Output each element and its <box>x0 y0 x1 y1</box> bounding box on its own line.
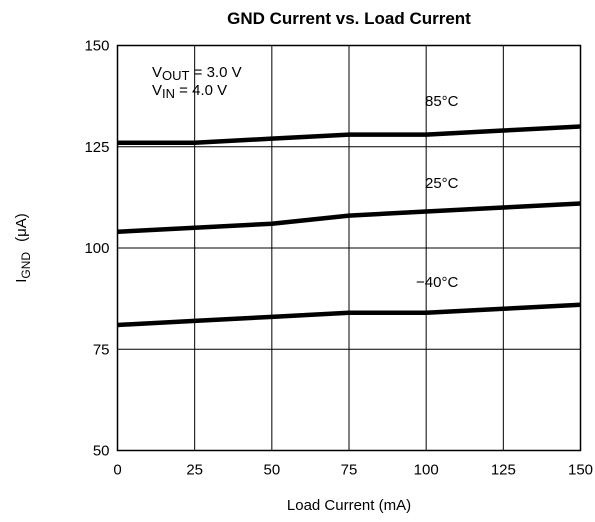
y-axis-label-unit: (μA) <box>13 213 30 242</box>
plot-frame <box>116 44 582 452</box>
series-label-85c: 85°C <box>425 93 459 110</box>
series-label-25c: 25°C <box>425 175 459 192</box>
x-tick-label: 75 <box>341 462 358 479</box>
y-tick-label: 100 <box>84 240 109 257</box>
y-tick-label: 125 <box>84 139 109 156</box>
condition-vout: VOUT = 3.0 V <box>152 64 242 83</box>
x-tick-label: 100 <box>414 462 439 479</box>
y-axis-label-subscript: GND <box>19 252 33 279</box>
y-tick-label: 150 <box>84 38 109 55</box>
x-tick-label: 0 <box>113 462 121 479</box>
series-labels: 85°C 25°C −40°C <box>416 93 459 291</box>
condition-vout-value: = 3.0 V <box>189 64 241 81</box>
y-tick-label: 75 <box>93 341 110 358</box>
x-tick-label: 125 <box>491 462 516 479</box>
condition-vin: VIN = 4.0 V <box>152 82 227 101</box>
condition-vin-symbol: V <box>152 82 162 99</box>
condition-vout-symbol: V <box>152 64 162 81</box>
x-tick-label: 150 <box>568 462 593 479</box>
condition-vin-value: = 4.0 V <box>175 82 227 99</box>
series-line <box>117 201 581 235</box>
series-line <box>117 302 581 328</box>
conditions-annotation: VOUT = 3.0 V VIN = 4.0 V <box>152 64 242 101</box>
y-tick-labels: 50 75 100 125 150 <box>84 38 109 460</box>
y-tick-label: 50 <box>93 443 110 460</box>
condition-vout-subscript: OUT <box>162 68 190 83</box>
gridlines <box>117 45 581 451</box>
series-line <box>117 124 581 145</box>
y-axis-label: IGND (μA) <box>13 213 33 282</box>
series-label-minus40c: −40°C <box>416 274 458 291</box>
x-tick-label: 50 <box>263 462 280 479</box>
y-axis-label-symbol: I <box>13 279 30 283</box>
x-tick-labels: 0 25 50 75 100 125 150 <box>113 462 593 479</box>
x-axis-label: Load Current (mA) <box>287 497 411 514</box>
chart-title: GND Current vs. Load Current <box>227 9 471 28</box>
x-tick-label: 25 <box>186 462 203 479</box>
condition-vin-subscript: IN <box>162 86 175 101</box>
series-lines <box>117 124 581 328</box>
